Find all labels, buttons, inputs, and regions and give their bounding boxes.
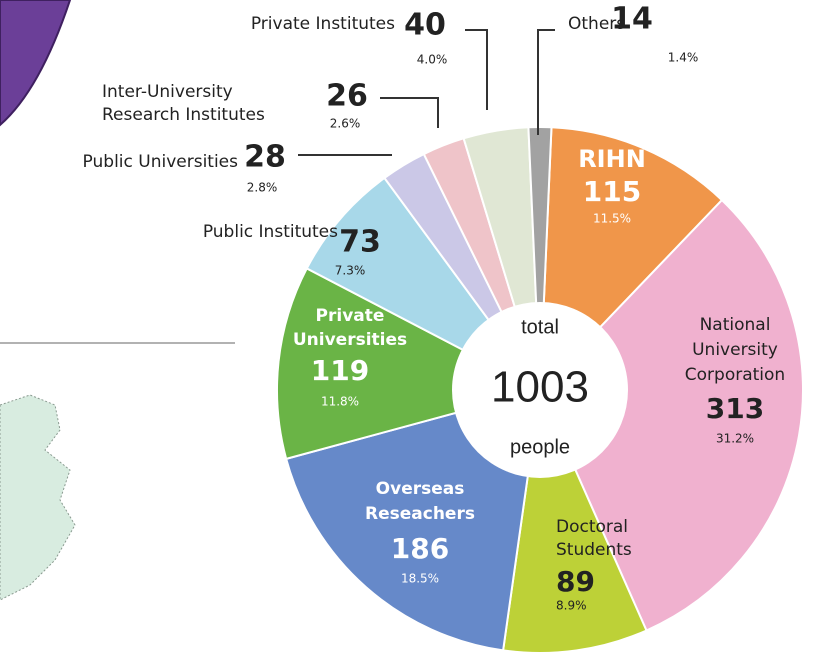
segment-name: Research Institutes <box>102 105 265 125</box>
percent-label: 2.8% <box>247 181 278 195</box>
segment-name: University <box>692 340 778 360</box>
segment-name: Overseas <box>376 479 465 499</box>
slices <box>276 125 804 654</box>
value-label: 40 <box>404 8 446 43</box>
value-label: 89 <box>556 565 595 598</box>
slice <box>284 388 542 652</box>
segment-name: RIHN <box>578 145 646 173</box>
percent-label: 4.0% <box>417 53 448 67</box>
value-label: 115 <box>583 175 641 208</box>
percent-label: 18.5% <box>401 572 439 586</box>
slice <box>276 267 543 461</box>
percent-label: 2.6% <box>330 117 361 131</box>
center-text: total <box>521 316 559 338</box>
value-label: 14 <box>611 2 653 37</box>
value-label: 313 <box>706 392 764 425</box>
segment-name: National <box>700 315 771 335</box>
value-label: 28 <box>244 140 286 175</box>
percent-label: 11.8% <box>321 395 359 409</box>
segment-name: Students <box>556 540 632 560</box>
value-label: 26 <box>326 79 368 114</box>
center-text: people <box>510 436 570 458</box>
segment-name: Public Universities <box>83 152 239 172</box>
center-text: 1003 <box>491 363 589 412</box>
decor-shape <box>0 0 72 127</box>
segment-name: Private Institutes <box>251 14 395 34</box>
leader-line <box>380 97 439 128</box>
segment-name: Corporation <box>685 365 785 385</box>
segment-name: Private <box>316 306 385 326</box>
map-fragment <box>0 394 76 601</box>
segment-name: Public Institutes <box>203 222 338 242</box>
value-label: 73 <box>339 225 381 260</box>
segment-name: Inter-University <box>102 82 233 102</box>
percent-label: 1.4% <box>668 51 699 65</box>
center-hole <box>452 302 628 478</box>
segment-name: Universities <box>293 330 407 350</box>
percent-label: 7.3% <box>335 264 366 278</box>
slice <box>538 198 804 632</box>
value-label: 119 <box>311 354 369 387</box>
segment-name: Doctoral <box>556 517 628 537</box>
percent-label: 31.2% <box>716 432 754 446</box>
percent-label: 11.5% <box>593 212 631 226</box>
segment-name: Others <box>568 14 625 34</box>
leader-line <box>465 29 488 110</box>
segment-name: Reseachers <box>365 504 475 524</box>
leader-line <box>537 29 555 135</box>
value-label: 186 <box>391 532 449 565</box>
slice <box>527 125 553 391</box>
percent-label: 8.9% <box>556 599 587 613</box>
